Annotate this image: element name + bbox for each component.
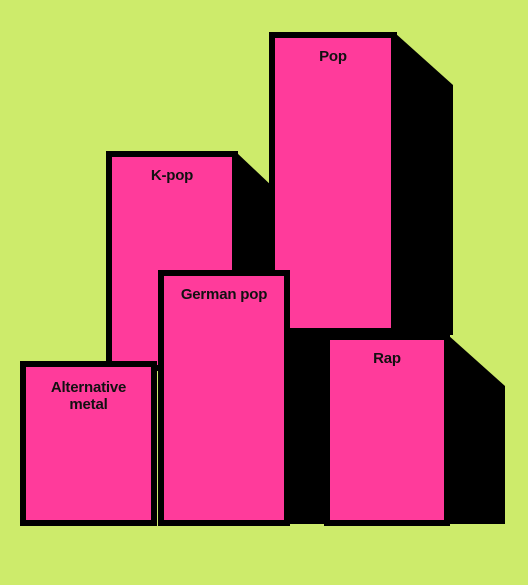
- genre-block-german-pop: German pop: [158, 270, 290, 526]
- genre-label-kpop: K-pop: [150, 167, 194, 184]
- genre-block-pop: Pop: [269, 32, 397, 334]
- rap-shadow: [448, 335, 505, 524]
- genre-label-rap: Rap: [373, 350, 401, 367]
- pop-shadow: [395, 33, 453, 335]
- genre-block-rap: Rap: [324, 334, 450, 526]
- genre-label-german-pop: German pop: [180, 286, 268, 303]
- genre-block-alternative-metal: Alternative metal: [20, 361, 157, 526]
- genre-label-alternative-metal: Alternative metal: [50, 379, 127, 413]
- kpop-shadow: [236, 152, 273, 272]
- genre-label-pop: Pop: [319, 48, 347, 65]
